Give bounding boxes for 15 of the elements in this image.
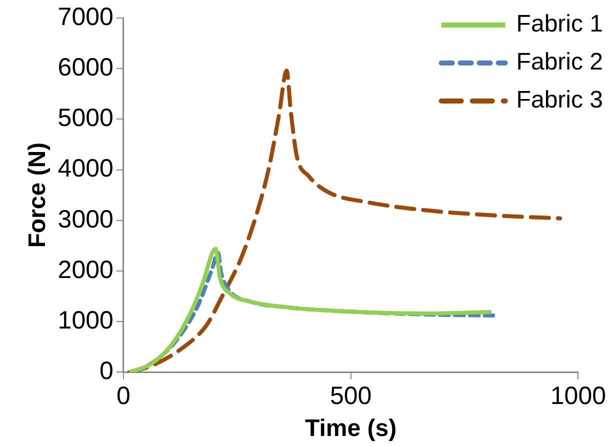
- y-tick-label: 0: [100, 357, 114, 386]
- y-tick-label: 7000: [58, 2, 114, 31]
- legend-label: Fabric 2: [516, 48, 604, 76]
- legend-label: Fabric 3: [516, 86, 604, 114]
- x-tick-label: 500: [330, 382, 372, 410]
- y-tick-label: 6000: [58, 53, 114, 82]
- y-tick-label: 1000: [58, 306, 114, 334]
- x-tick-label: 1000: [550, 382, 606, 410]
- x-axis-title: Time (s): [305, 415, 397, 442]
- y-axis-title: Force (N): [24, 142, 52, 248]
- y-tick-label: 3000: [58, 205, 114, 234]
- y-tick-label: 2000: [58, 256, 114, 284]
- legend-label: Fabric 1: [516, 10, 604, 38]
- y-tick-label: 5000: [58, 104, 114, 132]
- y-tick-label: 4000: [58, 154, 114, 183]
